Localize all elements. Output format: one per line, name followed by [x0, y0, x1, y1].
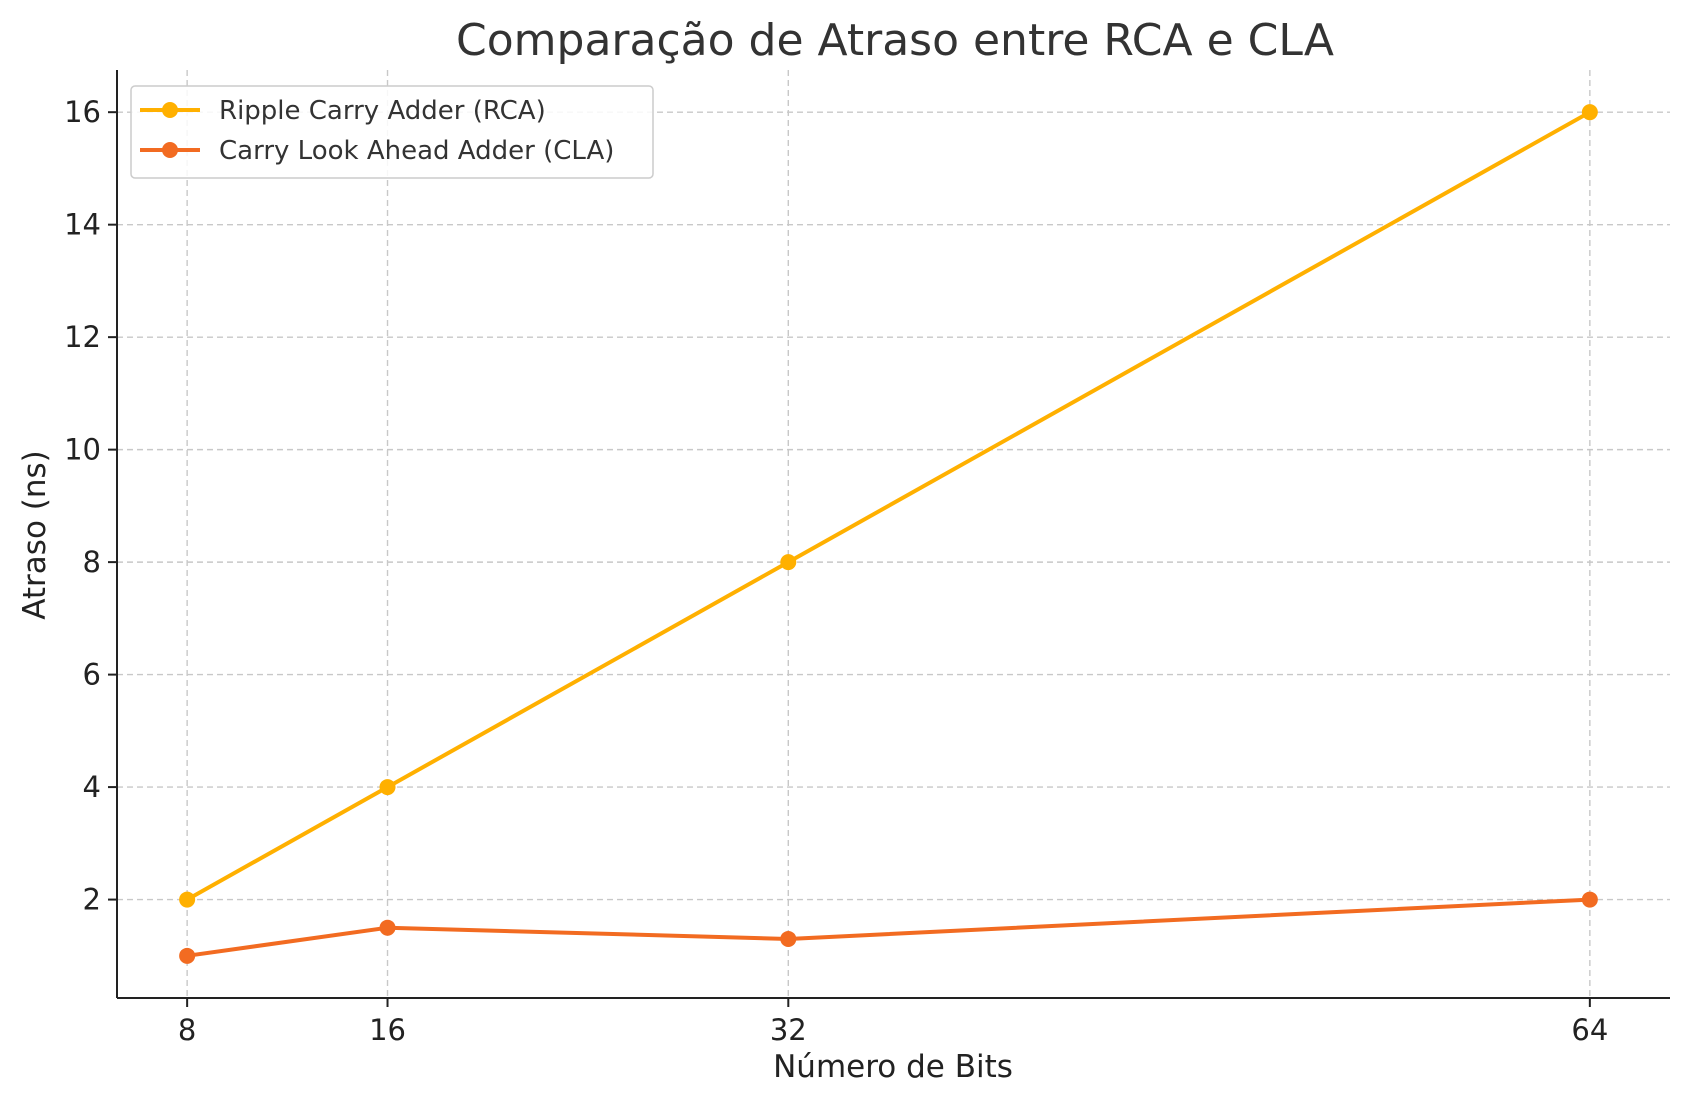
legend-box — [130, 85, 654, 179]
series-layer — [179, 104, 1598, 964]
data-point — [379, 779, 396, 796]
y-tick-label: 12 — [64, 320, 101, 354]
y-axis-label: Atraso (ns) — [17, 450, 53, 620]
x-axis-label: Número de Bits — [773, 1049, 1013, 1085]
y-tick-label: 6 — [83, 658, 101, 692]
legend-entry-rca: Ripple Carry Adder (RCA) — [140, 96, 546, 126]
grid-lines — [117, 70, 1670, 998]
y-tick-label: 2 — [83, 883, 101, 917]
y-tick-label: 16 — [64, 95, 101, 129]
legend-marker-cla — [162, 142, 178, 158]
chart-title: Comparação de Atraso entre RCA e CLA — [456, 15, 1334, 66]
y-tick-label: 4 — [83, 770, 101, 804]
series-0 — [179, 104, 1598, 908]
x-tick-label: 32 — [770, 1013, 807, 1047]
data-point — [179, 947, 196, 964]
data-point — [179, 891, 196, 908]
x-tick-label: 64 — [1571, 1013, 1608, 1047]
data-point — [1581, 104, 1598, 121]
legend-marker-rca — [162, 102, 178, 118]
data-point — [780, 554, 797, 571]
legend-label-cla: Carry Look Ahead Adder (CLA) — [219, 136, 614, 166]
legend: Ripple Carry Adder (RCA) Carry Look Ahea… — [130, 85, 654, 179]
x-tick-label: 16 — [369, 1013, 406, 1047]
series-line — [186, 110, 1591, 902]
x-tick-label: 8 — [178, 1013, 196, 1047]
series-1 — [179, 891, 1598, 964]
y-tick-label: 10 — [64, 433, 101, 467]
data-point — [780, 930, 797, 947]
legend-label-rca: Ripple Carry Adder (RCA) — [219, 96, 546, 126]
data-point — [1581, 891, 1598, 908]
axis-ticks: 8 16 32 64 2 4 6 8 10 12 14 16 — [64, 95, 1608, 1047]
y-tick-label: 8 — [83, 545, 101, 579]
y-tick-label: 14 — [64, 208, 101, 242]
series-line — [186, 897, 1590, 958]
data-point — [379, 919, 396, 936]
legend-entry-cla: Carry Look Ahead Adder (CLA) — [140, 136, 614, 166]
